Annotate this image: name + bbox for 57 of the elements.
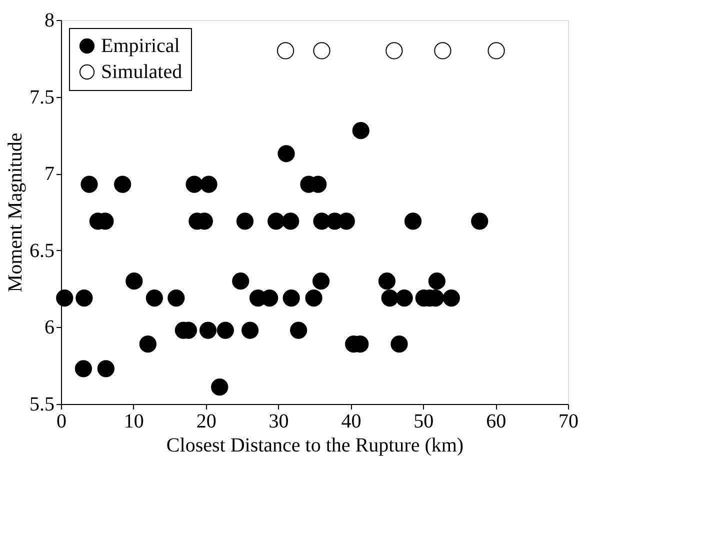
point <box>305 289 322 307</box>
x-tick-label: 30 <box>268 410 289 432</box>
y-tick-label: 7.5 <box>30 86 54 108</box>
point <box>56 289 74 307</box>
x-axis-title: Closest Distance to the Rupture (km) <box>166 434 464 456</box>
point <box>386 42 403 60</box>
point <box>114 176 132 193</box>
point <box>442 289 460 307</box>
legend-label: Empirical <box>101 35 180 57</box>
point <box>282 212 300 230</box>
point <box>211 378 228 396</box>
point <box>428 272 446 290</box>
point <box>471 212 488 230</box>
point <box>396 289 413 307</box>
point <box>97 360 114 378</box>
point <box>282 289 300 307</box>
point <box>200 176 218 193</box>
point <box>199 322 217 339</box>
y-tick-label: 6.5 <box>30 240 54 262</box>
legend-label: Simulated <box>101 61 182 83</box>
point <box>241 322 259 339</box>
point <box>488 42 505 60</box>
x-tick-label: 60 <box>486 410 506 432</box>
x-tick-label: 70 <box>558 410 578 432</box>
y-tick-label: 7 <box>44 163 54 186</box>
x-tick-label: 50 <box>414 410 434 432</box>
point <box>216 322 234 339</box>
point <box>381 289 398 307</box>
point <box>186 176 203 193</box>
point <box>168 289 185 307</box>
point <box>352 122 370 140</box>
point <box>378 272 396 290</box>
point <box>232 272 250 290</box>
x-tick-label: 40 <box>341 410 362 432</box>
y-tick-label: 5.5 <box>30 394 54 416</box>
point <box>236 212 254 230</box>
point <box>290 322 308 339</box>
point <box>74 360 92 378</box>
y-tick-label: 8 <box>44 10 54 32</box>
point <box>278 145 295 162</box>
y-tick-label: 6 <box>44 316 54 339</box>
point <box>390 336 408 353</box>
x-tick-label: 10 <box>124 410 144 432</box>
point <box>313 42 330 60</box>
point <box>312 272 330 290</box>
x-tick-label: 0 <box>56 410 66 432</box>
point <box>76 289 93 307</box>
point <box>139 336 156 353</box>
point <box>146 289 163 307</box>
point <box>126 272 143 290</box>
point <box>80 176 98 193</box>
point <box>268 212 285 230</box>
x-tick-label: 20 <box>196 410 216 432</box>
point <box>434 42 452 60</box>
point <box>404 212 422 230</box>
y-axis-title: Moment Magnitude <box>4 132 26 292</box>
point <box>276 42 294 60</box>
